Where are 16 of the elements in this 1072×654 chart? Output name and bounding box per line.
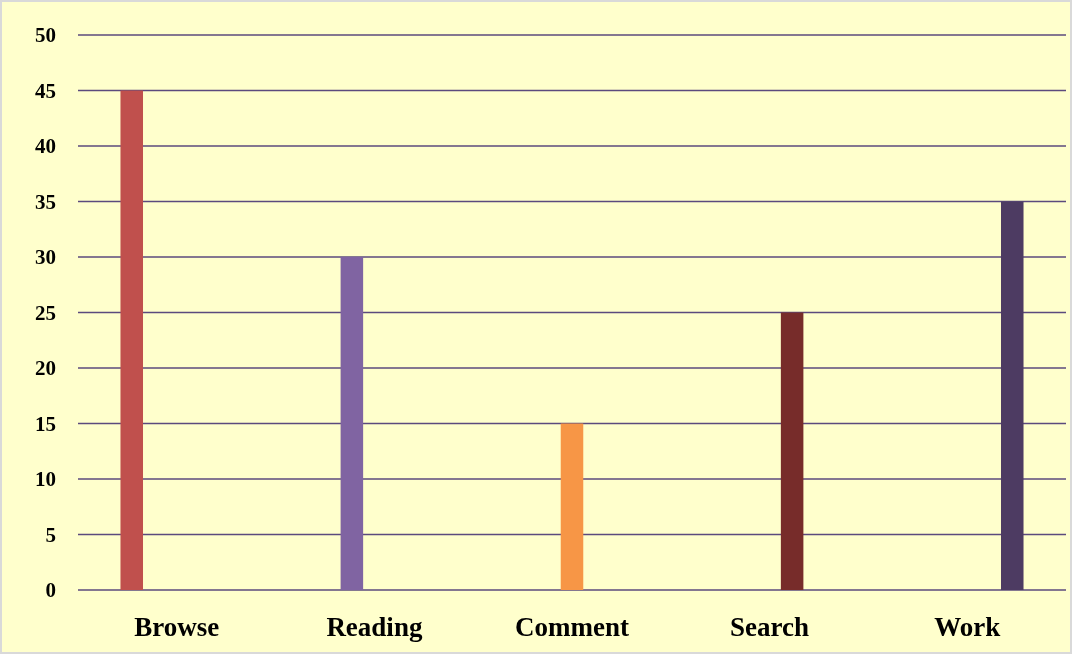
y-tick-label: 5: [45, 522, 56, 547]
x-tick-label: Reading: [326, 612, 423, 642]
x-tick-label: Search: [730, 612, 810, 642]
y-tick-label: 25: [35, 300, 56, 325]
y-tick-label: 50: [35, 23, 56, 48]
y-tick-label: 20: [35, 356, 56, 381]
y-tick-label: 10: [35, 467, 56, 492]
y-tick-label: 35: [35, 189, 56, 214]
y-tick-label: 45: [35, 78, 56, 103]
x-tick-label: Browse: [134, 612, 220, 642]
y-tick-label: 30: [35, 245, 56, 270]
y-tick-label: 15: [35, 411, 56, 436]
y-tick-label: 0: [45, 578, 56, 603]
y-tick-label: 40: [35, 134, 56, 159]
x-tick-label: Work: [934, 612, 1001, 642]
x-tick-label: Comment: [515, 612, 629, 642]
